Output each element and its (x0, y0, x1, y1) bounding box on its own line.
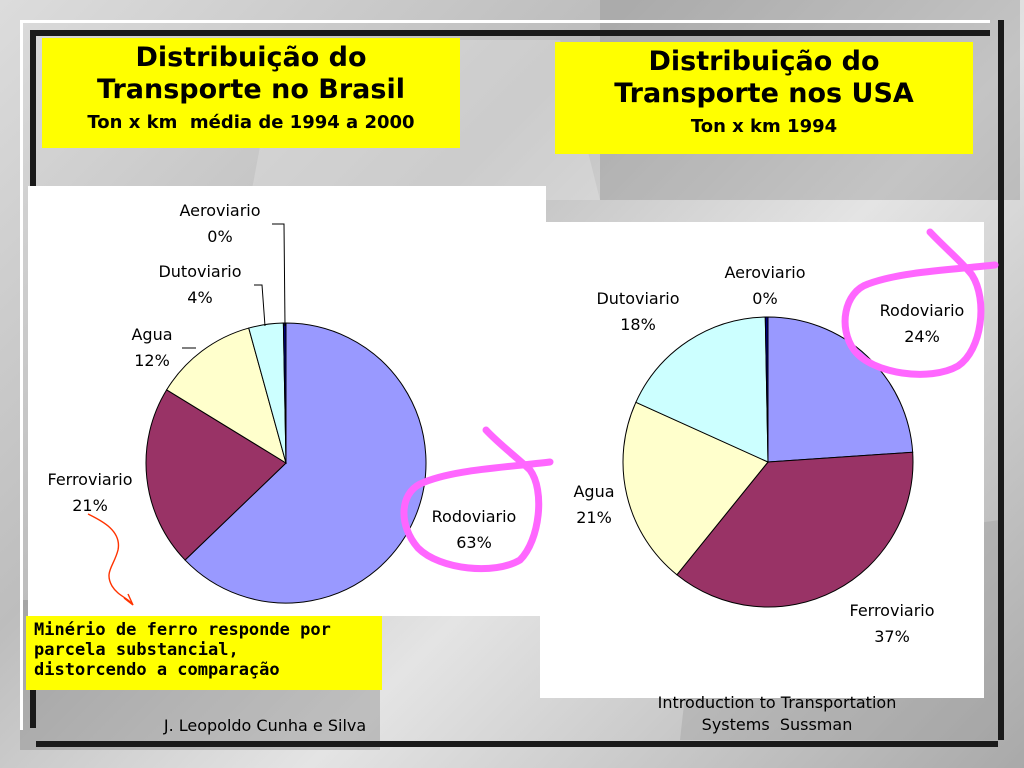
brasil-label-agua-value: 12% (134, 351, 170, 370)
usa-label-dutoviario-name: Dutoviario (596, 289, 679, 308)
usa-title-line1: Distribuição do (648, 46, 880, 77)
footer-course-line2: Systems Sussman (701, 715, 853, 734)
brasil-label-dutoviario-value: 4% (187, 288, 212, 307)
frame-light-line-left (20, 20, 23, 730)
brasil-subtitle: Ton x km média de 1994 a 2000 (87, 112, 415, 133)
footer-course-line1: Introduction to Transportation (657, 693, 897, 712)
usa-slice-aeroviario (764, 316, 769, 463)
usa-slice-dutoviario (635, 316, 769, 463)
note-line1: Minério de ferro responde por (34, 620, 331, 640)
brasil-label-ferroviario-value: 21% (72, 496, 108, 515)
usa-label-agua-name: Agua (573, 482, 614, 501)
frame-light-line-top (20, 20, 990, 23)
usa-pie-chart (622, 316, 914, 608)
usa-label-ferroviario-value: 37% (874, 627, 910, 646)
usa-subtitle: Ton x km 1994 (690, 116, 838, 137)
usa-rodoviario-highlight-circle (841, 228, 999, 378)
brasil-slice-rodoviario (184, 322, 427, 604)
frame-right-bar (998, 20, 1004, 740)
brasil-label-ferroviario-name: Ferroviario (47, 470, 132, 489)
usa-label-aeroviario-name: Aeroviario (724, 263, 805, 282)
usa-label-rodoviario-value: 24% (904, 327, 940, 346)
brasil-label-aeroviario-value: 0% (207, 227, 232, 246)
brasil-label-agua-name: Agua (131, 325, 172, 344)
usa-slice-rodoviario (767, 316, 914, 463)
frame-top-bar (30, 30, 990, 36)
brasil-dutoviario-leader-line (254, 284, 266, 327)
usa-label-ferroviario-name: Ferroviario (849, 601, 934, 620)
brasil-pie-chart (145, 322, 427, 604)
note-pointer-arrowhead (123, 593, 134, 606)
note-pointer-arrow (87, 513, 133, 605)
note-line2: parcela substancial, (34, 640, 239, 660)
note-line3: distorcendo a comparação (34, 660, 280, 680)
brasil-title-box: Distribuição do Transporte no Brasil Ton… (42, 38, 460, 148)
usa-slice-agua (622, 401, 769, 576)
brasil-title-line1: Distribuição do (135, 42, 367, 73)
usa-slice-ferroviario (676, 451, 914, 608)
brasil-slice-ferroviario (145, 389, 287, 561)
brasil-aeroviario-leader-line (272, 223, 286, 327)
usa-label-aeroviario-value: 0% (752, 289, 777, 308)
brasil-label-rodoviario-name: Rodoviario (432, 507, 517, 526)
brasil-label-aeroviario-name: Aeroviario (179, 201, 260, 220)
brasil-slice-agua (165, 327, 287, 465)
brasil-label-rodoviario-value: 63% (456, 533, 492, 552)
usa-label-dutoviario-value: 18% (620, 315, 656, 334)
brasil-rodoviario-highlight-circle (400, 426, 554, 573)
usa-title-line2: Transporte nos USA (614, 78, 914, 109)
usa-label-rodoviario-name: Rodoviario (880, 301, 965, 320)
brasil-title-line2: Transporte no Brasil (97, 74, 405, 105)
footer-course: Introduction to Transportation Systems S… (600, 692, 954, 736)
frame-bottom-bar (36, 741, 998, 747)
note-box: Minério de ferro responde por parcela su… (26, 616, 382, 690)
usa-title-box: Distribuição do Transporte nos USA Ton x… (555, 42, 973, 154)
brasil-label-dutoviario-name: Dutoviario (158, 262, 241, 281)
usa-label-agua-value: 21% (576, 508, 612, 527)
footer-author: J. Leopoldo Cunha e Silva (163, 716, 367, 735)
